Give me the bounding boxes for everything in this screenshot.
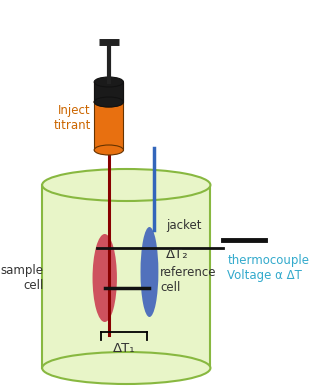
Ellipse shape xyxy=(94,145,124,155)
Text: ΔT₁: ΔT₁ xyxy=(113,342,135,355)
Text: reference
cell: reference cell xyxy=(160,266,217,294)
Text: ΔT₂: ΔT₂ xyxy=(166,249,188,262)
Ellipse shape xyxy=(42,352,210,384)
Ellipse shape xyxy=(94,97,124,107)
Ellipse shape xyxy=(42,169,210,201)
Text: thermocouple
Voltage α ΔT: thermocouple Voltage α ΔT xyxy=(227,254,310,282)
Ellipse shape xyxy=(94,77,124,87)
Text: Inject
titrant: Inject titrant xyxy=(54,104,91,132)
Bar xyxy=(42,185,210,368)
Ellipse shape xyxy=(93,234,117,322)
Bar xyxy=(94,82,124,150)
Ellipse shape xyxy=(140,227,158,317)
Ellipse shape xyxy=(94,97,124,107)
Text: jacket: jacket xyxy=(166,219,201,231)
Bar xyxy=(94,82,124,102)
Text: sample
cell: sample cell xyxy=(1,264,44,292)
